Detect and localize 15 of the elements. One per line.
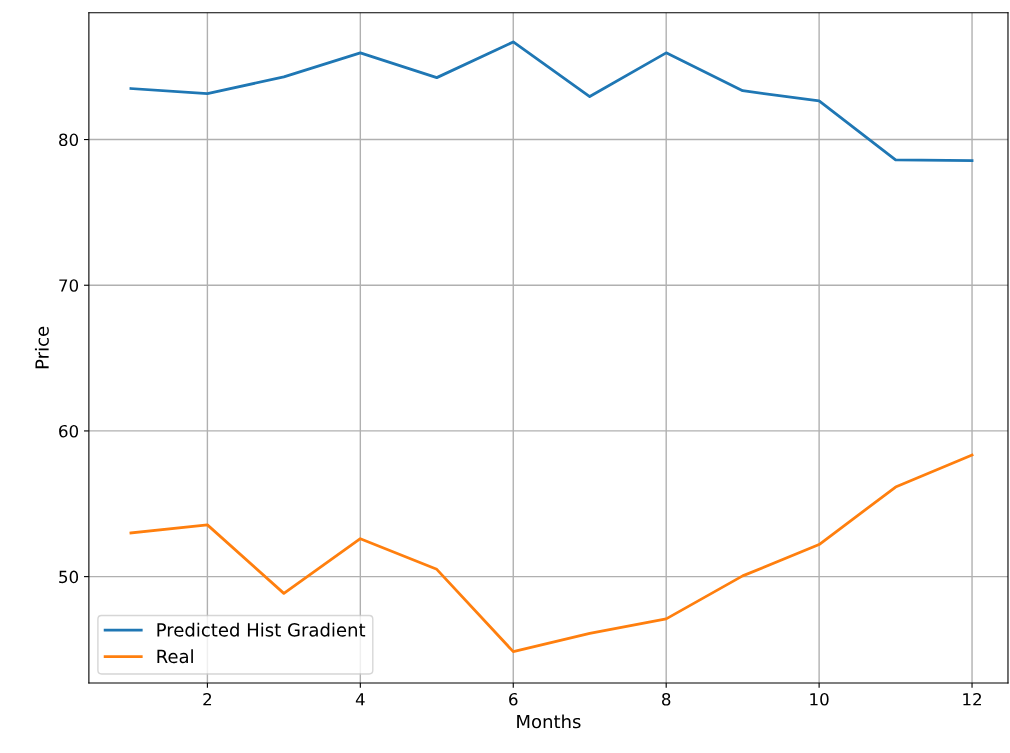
y-tick-label: 80: [59, 133, 79, 147]
x-tick-label: 2: [203, 692, 212, 706]
line-series: [129, 40, 974, 163]
x-axis-title: Months: [517, 714, 581, 729]
legend-label: Real: [157, 649, 193, 664]
x-tick-label: 4: [355, 693, 365, 706]
y-tick-label: 70: [59, 279, 79, 292]
x-tick-label: 8: [662, 692, 671, 706]
y-tick-label: 50: [59, 570, 79, 584]
x-tick-label: 10: [810, 692, 829, 706]
y-tick-label: 60: [59, 424, 79, 438]
x-tick-label: 6: [509, 692, 518, 706]
legend-label: Predicted Hist Gradient: [157, 622, 366, 637]
y-axis-title: Price: [34, 326, 49, 369]
x-tick-label: 12: [963, 692, 981, 706]
